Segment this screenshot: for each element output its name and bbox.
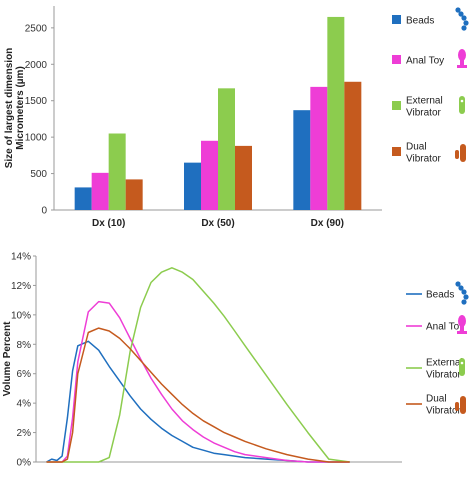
y-tick-label: 14% <box>11 252 31 263</box>
legend-label: External <box>426 358 463 369</box>
vibrator-shaft <box>460 144 466 162</box>
bead-dot <box>461 15 467 21</box>
y-tick-label: 0 <box>41 206 47 217</box>
legend-label: Vibrator <box>406 154 442 165</box>
vibrator-body <box>459 358 465 376</box>
beads-icon <box>455 281 469 305</box>
legend-label: Vibrator <box>426 406 462 417</box>
y-tick-label: 10% <box>11 310 31 321</box>
legend-item-beads: Beads <box>392 7 469 31</box>
bar-beads-dx-50 <box>184 162 201 210</box>
y-tick-label: 2% <box>17 428 32 439</box>
legend-swatch <box>392 55 401 64</box>
legend-label: Beads <box>406 16 434 27</box>
legend-label: External <box>406 96 443 107</box>
vibrator-button <box>460 361 464 365</box>
y-tick-label: 0% <box>17 458 32 469</box>
toy-head <box>458 315 466 327</box>
legend-item-anal-toy: Anal Toy <box>392 49 467 68</box>
bar-anal-toy-dx-90 <box>310 86 328 210</box>
series-line-dual-vibrator <box>46 327 350 463</box>
vibrator-arm <box>455 150 459 159</box>
y-axis-label-line: Size of largest dimension <box>4 48 15 169</box>
toy-base <box>457 331 467 334</box>
legend-label: Vibrator <box>406 108 442 119</box>
legend-label: Beads <box>426 290 454 301</box>
vibrator-body <box>459 96 465 114</box>
y-axis-label: Volume Percent <box>2 321 13 397</box>
bar-external-vibrator-dx-90 <box>327 16 345 210</box>
vibrator-shaft <box>460 396 466 414</box>
bar-external-vibrator-dx-10 <box>108 133 126 210</box>
bar-beads-dx-10 <box>74 187 92 210</box>
bead-dot <box>461 289 467 295</box>
legend-item-anal-toy: Anal Toy <box>406 315 467 334</box>
y-tick-label: 2000 <box>25 60 48 71</box>
bar-external-vibrator-dx-50 <box>218 88 235 210</box>
x-category-label: Dx (10) <box>92 218 125 229</box>
y-tick-label: 500 <box>30 169 47 180</box>
toy-base <box>457 65 467 68</box>
anal-toy-icon <box>457 315 467 334</box>
vibrator-arm <box>455 402 459 411</box>
legend-label: Anal Toy <box>406 56 444 67</box>
series-line-anal-toy <box>46 300 350 463</box>
beads-icon <box>455 7 469 31</box>
y-tick-label: 1500 <box>25 96 48 107</box>
anal-toy-icon <box>457 49 467 68</box>
dual-vibrator-icon <box>455 144 466 162</box>
y-tick-label: 6% <box>17 369 32 380</box>
legend-swatch <box>392 101 401 110</box>
legend-label: Dual <box>426 394 447 405</box>
bead-dot <box>455 7 461 13</box>
y-tick-label: 2500 <box>25 23 48 34</box>
bead-dot <box>458 11 464 17</box>
series-line-beads <box>46 340 350 463</box>
bar-beads-dx-90 <box>293 110 311 210</box>
series-line-external-vibrator <box>46 267 350 463</box>
bead-dot <box>463 294 469 300</box>
bead-dot <box>461 25 467 31</box>
external-vibrator-icon <box>459 96 465 114</box>
legend-swatch <box>392 147 401 156</box>
toy-head <box>458 49 466 61</box>
legend-label: Dual <box>406 142 427 153</box>
legend-label: Anal Toy <box>426 322 464 333</box>
y-axis-label: Size of largest dimensionMicrometers (µm… <box>4 48 26 169</box>
toy-neck <box>460 325 464 332</box>
y-tick-label: 1000 <box>25 133 48 144</box>
bead-dot <box>458 285 464 291</box>
bar-dual-vibrator-dx-10 <box>125 179 143 210</box>
x-category-label: Dx (50) <box>201 218 234 229</box>
bead-dot <box>461 299 467 305</box>
bead-dot <box>455 281 461 287</box>
toy-neck <box>460 59 464 66</box>
x-category-label: Dx (90) <box>311 218 344 229</box>
line-chart: 0% 2% 4% 6% 8% 10% 12% 14% Volume Percent Beads An… <box>2 252 469 469</box>
legend-label: Vibrator <box>426 370 462 381</box>
bar-anal-toy-dx-10 <box>91 172 109 210</box>
legend-swatch <box>392 15 401 24</box>
bead-dot <box>463 20 469 26</box>
y-tick-label: 4% <box>17 399 32 410</box>
y-tick-label: 8% <box>17 340 32 351</box>
dual-vibrator-icon <box>455 396 466 414</box>
vibrator-button <box>460 99 464 103</box>
bar-dual-vibrator-dx-90 <box>344 81 362 211</box>
y-tick-label: 12% <box>11 281 31 292</box>
bar-dual-vibrator-dx-50 <box>235 145 252 210</box>
y-axis-label-line: Micrometers (µm) <box>15 66 26 150</box>
bar-anal-toy-dx-50 <box>201 140 218 210</box>
legend-item-beads: Beads <box>406 281 469 305</box>
external-vibrator-icon <box>459 358 465 376</box>
bar-chart: 0 500 1000 1500 2000 2500 Size of largest dime… <box>4 6 469 229</box>
